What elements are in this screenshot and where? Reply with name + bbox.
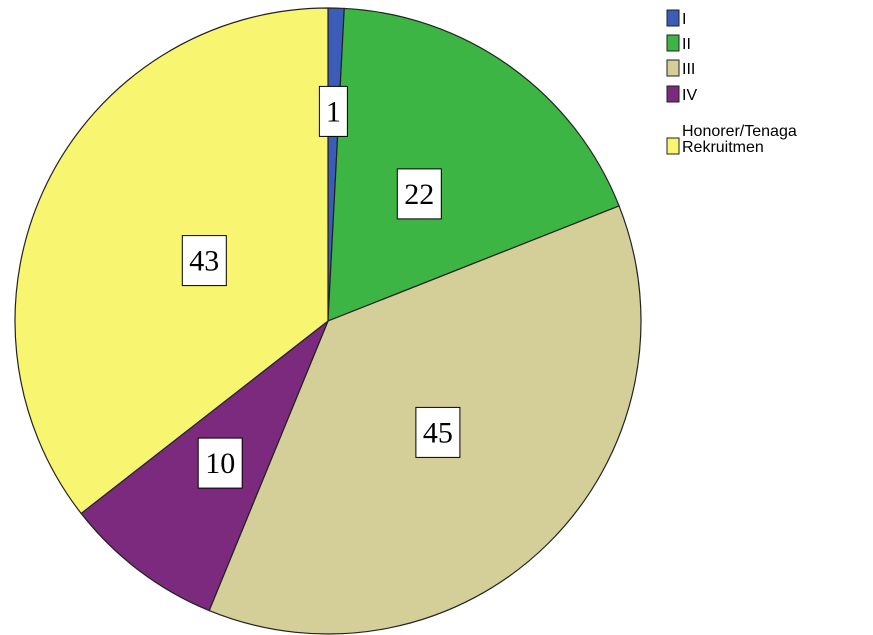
legend-item-3: III — [666, 59, 695, 78]
data-label-4: 10 — [197, 437, 243, 489]
legend-swatch — [666, 59, 680, 77]
legend-swatch — [666, 85, 680, 103]
legend-item-2: II — [666, 34, 691, 53]
pie-slice-2 — [327, 7, 620, 322]
data-label-value: 45 — [423, 416, 453, 449]
legend-label: Honorer/Tenaga Rekruitmen — [682, 123, 797, 156]
data-label-1: 1 — [318, 85, 348, 137]
data-label-3: 45 — [415, 406, 461, 458]
legend-item-5: Honorer/Tenaga Rekruitmen — [666, 123, 797, 156]
data-label-box — [318, 85, 348, 137]
data-label-box — [197, 437, 243, 489]
legend-swatch — [666, 137, 680, 155]
data-label-value: 43 — [189, 245, 219, 278]
legend-label: II — [682, 36, 691, 53]
data-label-value: 22 — [404, 178, 434, 211]
legend-label: III — [682, 61, 695, 78]
data-label-box — [181, 235, 227, 287]
legend-swatch — [666, 9, 680, 27]
legend-label: IV — [682, 87, 697, 104]
data-label-box — [396, 168, 442, 220]
data-label-5: 43 — [181, 235, 227, 287]
legend-label: I — [682, 11, 686, 28]
legend-item-4: IV — [666, 85, 697, 104]
data-labels: 1 22 45 10 43 — [181, 85, 461, 489]
data-label-value: 1 — [326, 95, 341, 128]
data-label-box — [415, 406, 461, 458]
data-label-value: 10 — [205, 447, 235, 480]
legend-swatch — [666, 34, 680, 52]
data-label-2: 22 — [396, 168, 442, 220]
pie-slice-5 — [14, 7, 329, 515]
legend-item-1: I — [666, 9, 686, 28]
